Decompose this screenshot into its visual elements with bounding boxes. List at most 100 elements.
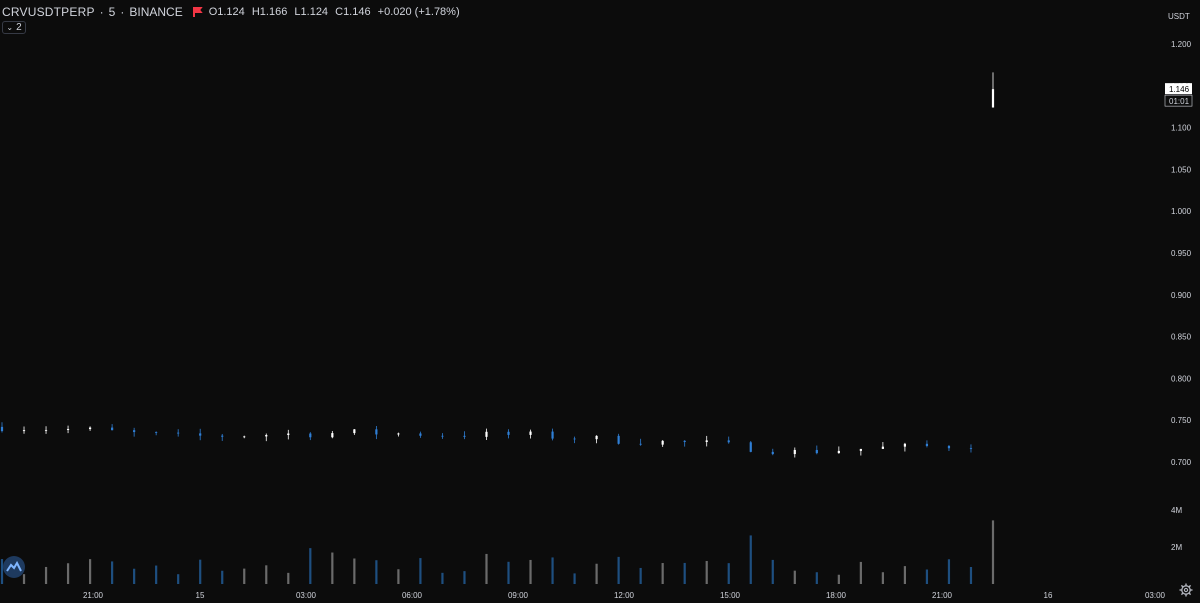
candle [617,435,620,444]
volume-bar [419,558,422,584]
candle [991,89,995,108]
gear-icon[interactable] [1179,583,1193,597]
volume-bar [969,566,973,584]
candle [639,443,642,445]
volume-bar [155,565,158,584]
volume-bar [221,570,224,584]
volume-bar [441,572,444,584]
volume-bar [859,561,862,584]
price-tick-label: 0.900 [1171,291,1192,300]
candle [903,443,907,447]
legend-header: CRVUSDTPERP · 5 · BINANCE O1.124 H1.166 … [2,4,464,20]
volume-bar [22,574,26,584]
candle [66,429,70,430]
price-tick-label: 1.050 [1171,165,1192,174]
time-tick-label: 15:00 [720,591,741,600]
candle [595,435,598,440]
volume-bars [0,520,995,584]
flag-icon[interactable] [192,7,203,17]
candle [441,435,444,437]
volume-bar [133,568,136,584]
volume-bar [947,559,951,584]
candle [727,440,730,443]
candle [199,433,202,436]
volume-bar [793,570,796,584]
candle [661,440,664,445]
volume-bar [903,566,907,584]
interval-label[interactable]: 5 [108,5,116,19]
volume-bar [463,571,466,584]
price-tick-label: 0.950 [1171,249,1192,258]
time-tick-label: 03:00 [296,591,317,600]
price-tick-label: 1.100 [1171,124,1192,133]
candle [683,440,686,442]
volume-bar [749,535,752,584]
brand-logo-icon[interactable] [3,556,25,578]
volume-bar [683,562,686,584]
candle [221,435,224,437]
volume-bar [595,563,598,584]
candle [111,427,114,431]
time-tick-label: 09:00 [508,591,529,600]
candle [969,448,973,450]
candle [881,446,884,449]
volume-bar [44,566,48,584]
volume-bar [727,563,730,584]
candle [375,429,378,435]
close-value: C1.146 [335,6,371,18]
last-price-box [1165,83,1192,95]
price-tick-label: 1.000 [1171,207,1192,216]
candle [287,433,290,436]
candle [485,431,488,437]
volume-bar [287,572,290,584]
volume-bar [529,559,532,584]
candle [397,433,400,435]
volume-bar [265,565,268,584]
volume-bar [705,560,708,584]
volume-bar [111,561,114,584]
time-axis: 21:00 15 03:00 06:00 09:00 12:00 15:00 18:00 21:… [83,591,1166,600]
candle [353,429,356,434]
volume-bar [375,560,378,584]
indicators-toggle-button[interactable]: ⌄ 2 [2,21,26,34]
separator: · [120,5,125,19]
currency-label[interactable]: USDT [1168,12,1190,21]
volume-bar [309,548,312,584]
volume-axis: 4M 2M [1171,506,1182,552]
volume-bar [88,559,92,584]
volume-bar [353,558,356,584]
candle [419,433,422,436]
last-price-label: 1.146 [1169,85,1190,94]
low-value: L1.124 [294,6,329,18]
volume-bar [485,553,488,584]
time-tick-label: 21:00 [83,591,104,600]
separator: · [99,5,104,19]
volume-bar [815,572,818,584]
candle [309,433,312,438]
volume-tick-label: 4M [1171,506,1182,515]
candle [88,427,92,430]
volume-bar [551,557,554,584]
volume-tick-label: 2M [1171,543,1182,552]
candle [925,443,929,446]
candle [815,449,818,454]
volume-bar [881,572,884,584]
symbol-label[interactable]: CRVUSDTPERP [2,5,95,19]
candle [44,429,48,431]
time-tick-label: 12:00 [614,591,635,600]
volume-bar [199,559,202,584]
candle [529,431,532,435]
candle [243,436,246,438]
indicator-count: 2 [16,22,22,33]
price-tick-label: 0.800 [1171,374,1192,383]
time-tick-label: 18:00 [826,591,847,600]
candles [0,72,995,458]
candle [507,431,510,435]
last-price-marker: 1.146 01:01 [1164,83,1193,107]
candle [705,440,708,442]
volume-bar [573,573,576,584]
candle [177,432,180,434]
volume-bar [397,569,400,584]
countdown-box [1164,94,1193,107]
